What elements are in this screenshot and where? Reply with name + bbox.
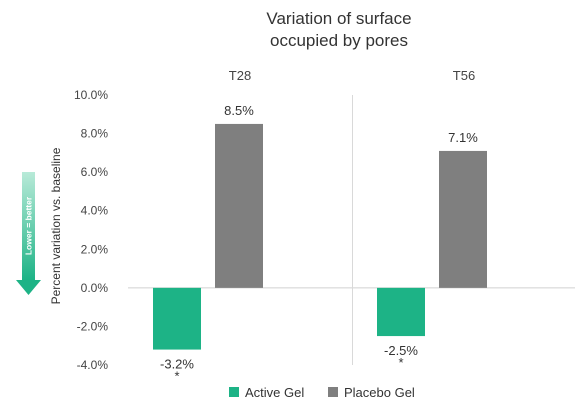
- panel-title: T56: [453, 68, 475, 83]
- legend-label-placebo-gel: Placebo Gel: [344, 385, 415, 400]
- significance-marker: *: [398, 355, 403, 370]
- y-tick-label: 4.0%: [81, 204, 109, 218]
- data-label: 8.5%: [224, 103, 254, 118]
- legend-swatch-placebo-gel: [328, 387, 338, 397]
- panel-title: T28: [229, 68, 251, 83]
- data-label: -2.5%: [384, 343, 418, 358]
- data-label: 7.1%: [448, 130, 478, 145]
- y-tick-label: -4.0%: [77, 358, 109, 372]
- legend-label-active-gel: Active Gel: [245, 385, 304, 400]
- y-tick-label: 2.0%: [81, 242, 109, 256]
- legend-swatch-active-gel: [229, 387, 239, 397]
- chart-title-line-1: Variation of surface: [266, 9, 411, 28]
- lower-is-better-arrow: Lower = better: [16, 172, 41, 295]
- direction-hint-text: Lower = better: [24, 196, 34, 255]
- y-tick-label: 6.0%: [81, 165, 109, 179]
- bar: [153, 287, 201, 350]
- bar: [215, 123, 263, 288]
- y-tick-label: 10.0%: [74, 88, 108, 102]
- legend: Active Gel Placebo Gel: [229, 385, 415, 400]
- bar: [377, 287, 425, 337]
- significance-marker: *: [174, 369, 179, 384]
- data-label: -3.2%: [160, 357, 194, 372]
- bar: [439, 150, 487, 288]
- y-axis-label: Percent variation vs. baseline: [49, 147, 63, 304]
- arrow-head: [16, 280, 41, 295]
- arrow-shaft: [22, 172, 35, 280]
- y-tick-label: -2.0%: [77, 319, 109, 333]
- chart-title-line-2: occupied by pores: [270, 31, 408, 50]
- y-tick-label: 0.0%: [81, 281, 109, 295]
- y-tick-label: 8.0%: [81, 127, 109, 141]
